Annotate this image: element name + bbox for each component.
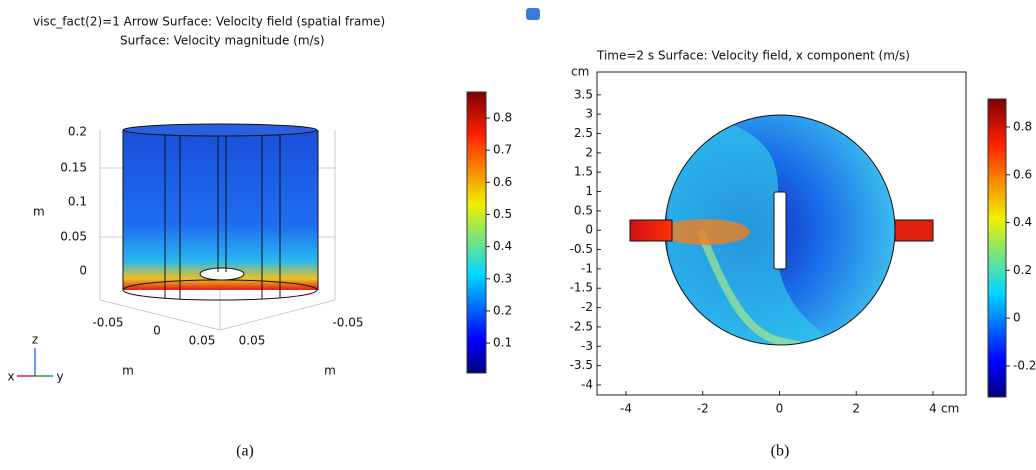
colorbar-label: 0	[1013, 311, 1021, 325]
y-tick-label: 2.5	[574, 126, 593, 140]
colorbar-label: -0.2	[1013, 358, 1036, 372]
panel-b-title: Time=2 s Surface: Velocity field, x comp…	[596, 49, 910, 63]
caption-a: (a)	[236, 443, 254, 460]
colorbar-label: 0.8	[493, 111, 512, 125]
x-label: m	[122, 364, 134, 378]
z-tick: 0.2	[68, 125, 87, 139]
axis-triad: z x y	[7, 333, 63, 384]
y-label: m	[324, 364, 336, 378]
colorbar-label: 0.6	[493, 175, 512, 189]
y-tick-label: 3.5	[574, 87, 593, 101]
y-tick-label: 0.5	[574, 203, 593, 217]
z-tick: 0.1	[68, 195, 87, 209]
colorbar-label: 0.7	[493, 143, 512, 157]
x-tick-label: 4	[929, 402, 937, 416]
z-tick: 0.05	[60, 230, 87, 244]
y-tick: 0.05	[239, 334, 266, 348]
triad-z: z	[32, 333, 38, 347]
y-tick-label: -2	[581, 300, 593, 314]
x-tick: -0.05	[92, 316, 123, 330]
y-unit: cm	[571, 65, 589, 79]
x-unit: cm	[941, 402, 959, 416]
y-tick-label: 2	[585, 145, 593, 159]
y-tick-label: 1.5	[574, 165, 593, 179]
colorbar-label: 0.1	[493, 336, 512, 350]
colorbar-label: 0.6	[1013, 167, 1032, 181]
y-tick-label: 3	[585, 107, 593, 121]
y-tick-label: -0.5	[570, 242, 593, 256]
y-tick-label: -3	[581, 339, 593, 353]
x-tick: 0	[153, 324, 161, 338]
caption-b: (b)	[771, 443, 790, 460]
y-tick-label: -4	[581, 377, 593, 391]
x-tick-label: -4	[620, 402, 632, 416]
z-label: m	[33, 205, 45, 219]
plot-frame	[596, 71, 967, 396]
colorbar-label: 0.3	[493, 271, 512, 285]
colorbar-label: 0.5	[493, 207, 512, 221]
panel-a-subtitle: Surface: Velocity magnitude (m/s)	[120, 34, 325, 48]
panel-a-title: visc_fact(2)=1 Arrow Surface: Velocity f…	[33, 15, 385, 29]
z-tick: 0	[79, 264, 87, 278]
triad-y: y	[56, 370, 63, 384]
cylinder	[122, 123, 319, 301]
colorbar-a	[466, 91, 487, 374]
colorbar-label: 0.8	[1013, 119, 1032, 133]
y-tick-label: -2.5	[570, 319, 593, 333]
icon	[526, 8, 540, 20]
y-tick-label: -3.5	[570, 358, 593, 372]
y-tick-label: -1.5	[570, 281, 593, 295]
y-tick-label: 1	[585, 184, 593, 198]
x-tick-label: -2	[697, 402, 709, 416]
domain	[629, 114, 934, 346]
colorbar-label: 0.4	[1013, 215, 1032, 229]
y-tick: -0.05	[332, 316, 363, 330]
y-tick-label: -1	[581, 261, 593, 275]
x-tick-label: 0	[776, 402, 784, 416]
colorbar-label: 0.4	[493, 239, 512, 253]
y-tick-label: 0	[585, 223, 593, 237]
colorbar-b	[987, 98, 1007, 398]
x-tick-label: 2	[852, 402, 860, 416]
z-tick: 0.15	[60, 161, 87, 175]
x-tick: 0.05	[189, 334, 216, 348]
colorbar-label: 0.2	[493, 303, 512, 317]
triad-x: x	[7, 370, 14, 384]
colorbar-label: 0.2	[1013, 263, 1032, 277]
